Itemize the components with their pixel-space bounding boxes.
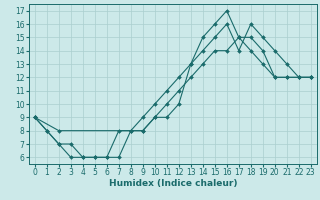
X-axis label: Humidex (Indice chaleur): Humidex (Indice chaleur) (108, 179, 237, 188)
